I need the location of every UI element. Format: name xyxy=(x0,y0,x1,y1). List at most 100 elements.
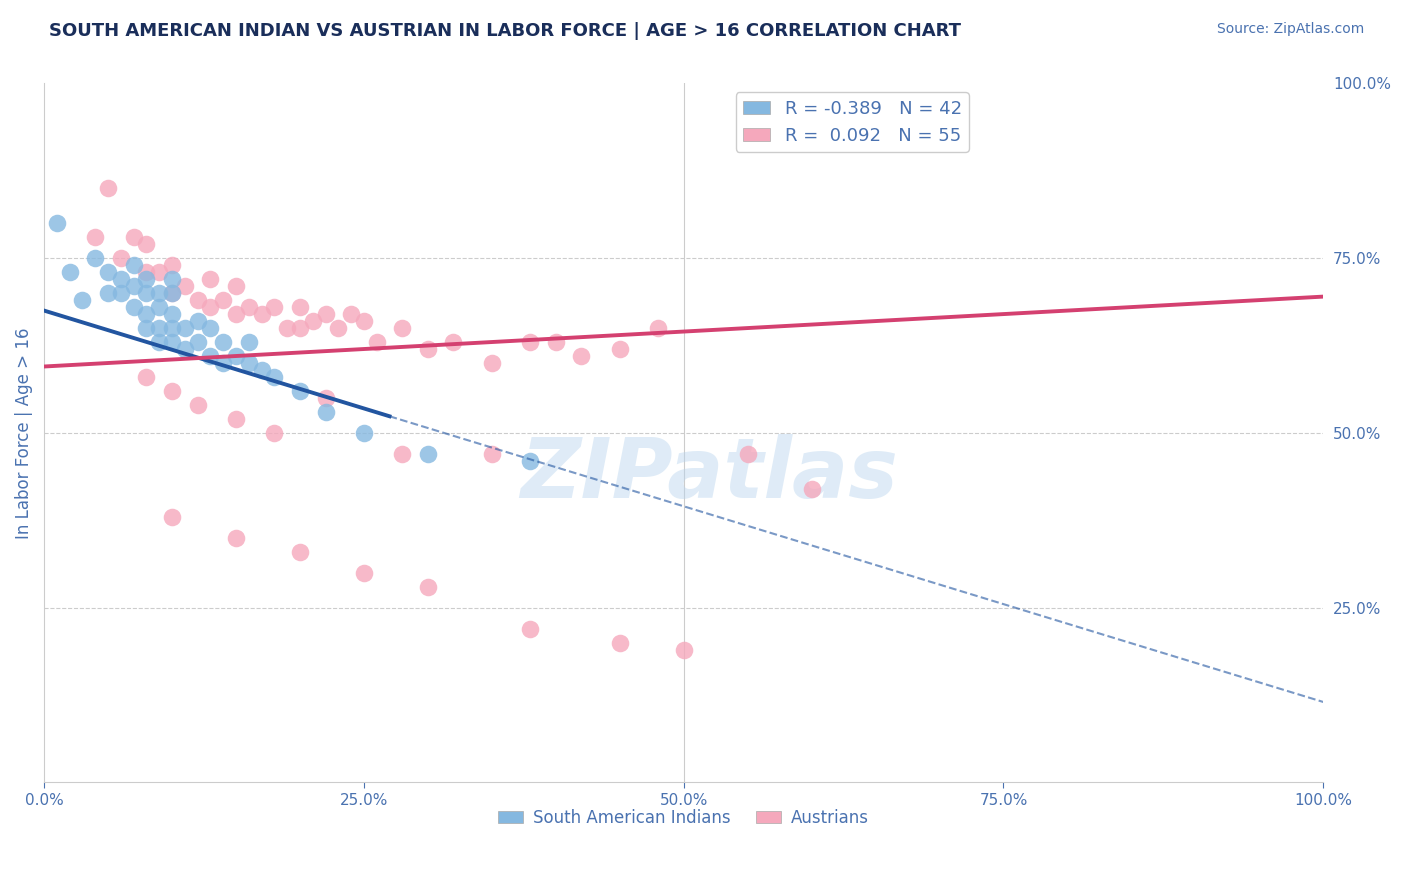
Point xyxy=(122,300,145,314)
Point xyxy=(276,321,298,335)
Point xyxy=(315,307,337,321)
Point xyxy=(200,300,222,314)
Point xyxy=(135,307,157,321)
Point xyxy=(84,230,107,244)
Point xyxy=(160,272,183,286)
Point xyxy=(148,265,170,279)
Point xyxy=(250,307,273,321)
Point xyxy=(148,286,170,301)
Point xyxy=(519,454,541,468)
Text: ZIPatlas: ZIPatlas xyxy=(520,434,898,516)
Point xyxy=(97,265,120,279)
Point xyxy=(288,384,311,398)
Point xyxy=(97,181,120,195)
Point xyxy=(148,334,170,349)
Point xyxy=(609,635,631,649)
Point xyxy=(366,334,388,349)
Point xyxy=(250,363,273,377)
Point xyxy=(315,405,337,419)
Point xyxy=(544,334,567,349)
Point xyxy=(122,258,145,272)
Point xyxy=(416,342,439,356)
Point xyxy=(110,286,132,301)
Point xyxy=(647,321,669,335)
Point xyxy=(148,321,170,335)
Legend: South American Indians, Austrians: South American Indians, Austrians xyxy=(492,802,876,833)
Point xyxy=(173,279,195,293)
Point xyxy=(800,482,823,496)
Point xyxy=(160,286,183,301)
Point xyxy=(135,265,157,279)
Point xyxy=(301,314,323,328)
Point xyxy=(187,293,209,307)
Point xyxy=(45,216,67,230)
Point xyxy=(353,566,375,580)
Point xyxy=(135,286,157,301)
Point xyxy=(737,447,759,461)
Point xyxy=(173,321,195,335)
Point xyxy=(263,300,285,314)
Point xyxy=(225,531,247,545)
Point xyxy=(225,412,247,426)
Point xyxy=(212,334,235,349)
Point xyxy=(122,279,145,293)
Point xyxy=(200,349,222,363)
Y-axis label: In Labor Force | Age > 16: In Labor Force | Age > 16 xyxy=(15,327,32,539)
Point xyxy=(122,230,145,244)
Point xyxy=(328,321,350,335)
Point xyxy=(110,272,132,286)
Point xyxy=(391,321,413,335)
Point xyxy=(160,334,183,349)
Point xyxy=(443,334,465,349)
Point xyxy=(481,356,503,370)
Point xyxy=(187,334,209,349)
Point xyxy=(187,398,209,412)
Text: SOUTH AMERICAN INDIAN VS AUSTRIAN IN LABOR FORCE | AGE > 16 CORRELATION CHART: SOUTH AMERICAN INDIAN VS AUSTRIAN IN LAB… xyxy=(49,22,962,40)
Point xyxy=(212,356,235,370)
Point xyxy=(225,307,247,321)
Point xyxy=(187,314,209,328)
Point xyxy=(340,307,363,321)
Point xyxy=(519,622,541,636)
Text: Source: ZipAtlas.com: Source: ZipAtlas.com xyxy=(1216,22,1364,37)
Point xyxy=(519,334,541,349)
Point xyxy=(288,300,311,314)
Point xyxy=(238,356,260,370)
Point xyxy=(263,425,285,440)
Point xyxy=(135,272,157,286)
Point xyxy=(212,293,235,307)
Point xyxy=(481,447,503,461)
Point xyxy=(110,251,132,265)
Point xyxy=(97,286,120,301)
Point xyxy=(288,545,311,559)
Point xyxy=(160,509,183,524)
Point xyxy=(59,265,82,279)
Point xyxy=(416,447,439,461)
Point xyxy=(288,321,311,335)
Point xyxy=(238,334,260,349)
Point xyxy=(391,447,413,461)
Point xyxy=(135,370,157,384)
Point xyxy=(148,300,170,314)
Point xyxy=(416,580,439,594)
Point xyxy=(225,349,247,363)
Point xyxy=(160,321,183,335)
Point xyxy=(609,342,631,356)
Point xyxy=(353,314,375,328)
Point xyxy=(569,349,592,363)
Point xyxy=(72,293,94,307)
Point xyxy=(160,384,183,398)
Point xyxy=(160,286,183,301)
Point xyxy=(315,391,337,405)
Point xyxy=(353,425,375,440)
Point xyxy=(135,237,157,252)
Point xyxy=(263,370,285,384)
Point xyxy=(200,272,222,286)
Point xyxy=(160,258,183,272)
Point xyxy=(672,642,695,657)
Point xyxy=(173,342,195,356)
Point xyxy=(238,300,260,314)
Point xyxy=(84,251,107,265)
Point xyxy=(160,307,183,321)
Point xyxy=(225,279,247,293)
